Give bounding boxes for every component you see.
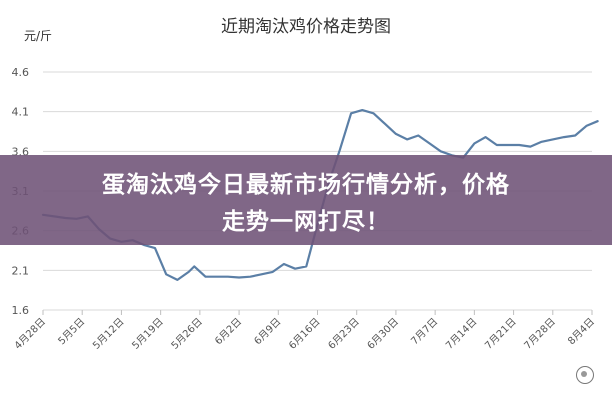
x-tick-label: 7月28日 [522,316,558,352]
x-tick-label: 6月30日 [365,316,401,352]
headline-line-1: 蛋淘汰鸡今日最新市场行情分析，价格 [102,172,510,198]
watermark-logo-icon [576,366,594,384]
x-tick-label: 4月28日 [12,316,48,352]
x-tick-label: 5月19日 [130,316,166,352]
x-tick-label: 6月9日 [252,316,284,348]
y-tick-label: 1.6 [12,304,30,317]
x-tick-label: 6月23日 [326,316,362,352]
headline-line-2: 走势一网打尽！ [222,209,390,235]
y-tick-label: 2.1 [12,264,30,277]
x-tick-label: 5月12日 [90,316,126,352]
chart-title: 近期淘汰鸡价格走势图 [221,17,391,37]
y-axis-label: 元/斤 [24,29,52,43]
x-tick-label: 5月26日 [169,316,205,352]
y-tick-label: 4.1 [12,106,30,119]
x-tick-label: 7月14日 [443,316,479,352]
x-tick-label: 5月5日 [56,316,88,348]
watermark [576,366,598,384]
x-tick-label: 6月16日 [286,316,322,352]
x-tick-label: 6月2日 [213,316,245,348]
headline-banner: 蛋淘汰鸡今日最新市场行情分析，价格 走势一网打尽！ [0,155,612,245]
x-tick-label: 8月4日 [565,316,597,348]
y-tick-label: 4.6 [12,66,30,79]
x-tick-label: 7月7日 [409,316,441,348]
x-tick-label: 7月21日 [483,316,519,352]
